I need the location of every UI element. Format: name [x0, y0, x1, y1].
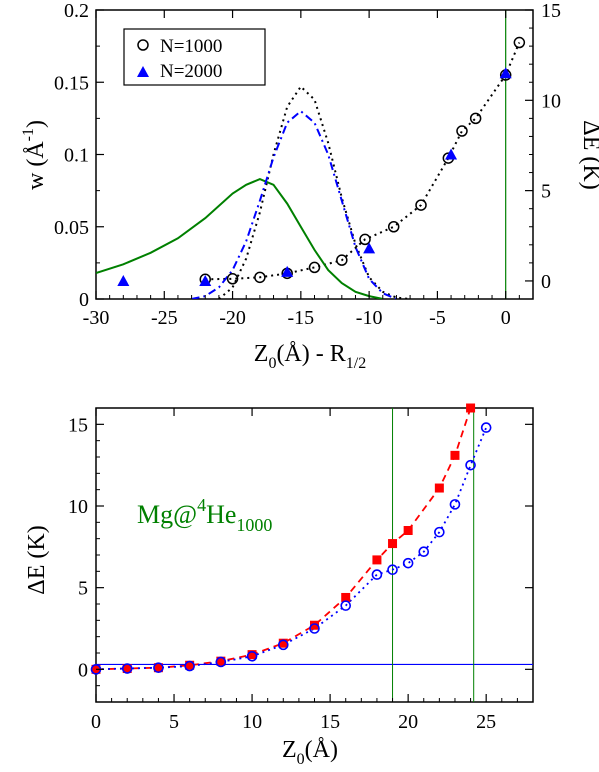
legend: N=1000 N=2000 [123, 28, 266, 86]
n2000-point [363, 242, 376, 254]
bottom-curves [96, 408, 533, 702]
blue-circle-point [434, 526, 445, 538]
top-ticks: -30 -25 -20 -15 -10 -5 0 0 0.05 0.1 0.15 0.2 0 5 10 15 [54, 0, 561, 329]
legend-n1000-label: N=1000 [160, 36, 222, 57]
n1000-point [336, 254, 348, 266]
red-square-point [122, 664, 132, 674]
n1000-point [226, 273, 239, 285]
top-y-left-label: w (Å-1) [20, 120, 49, 190]
n1000-point [513, 36, 526, 49]
n2000-point [199, 274, 212, 286]
legend-n1000-marker [137, 39, 149, 51]
bottom-x-tick-label: 5 [169, 711, 179, 733]
blue-circle-point [418, 546, 430, 558]
top-x-tick-label: -30 [83, 307, 110, 329]
top-x-tick-label: -5 [429, 307, 446, 329]
system-annotation: Mg@4He1000 [137, 495, 272, 535]
blue-circle-point [449, 499, 461, 510]
red-square-point [278, 638, 288, 648]
red-square-point [153, 663, 163, 673]
red-square-point [310, 620, 319, 630]
bottom-y-label: ΔE (K) [24, 525, 50, 594]
top-x-label: Z0(Å) - R1/2 [254, 341, 366, 372]
blue-circle-point [121, 663, 133, 674]
n1000-point [254, 271, 266, 284]
bottom-y-tick-label: 0 [78, 659, 88, 681]
bottom-curve-1 [96, 427, 488, 671]
top-y-right-tick-label: 5 [541, 181, 551, 203]
red-square-point [185, 660, 195, 670]
n2000-point [445, 148, 458, 160]
top-curve-3 [96, 178, 384, 299]
bottom-y-tick-label: 15 [68, 414, 88, 436]
top-curves [96, 10, 521, 299]
bottom-x-tick-label: 10 [242, 711, 262, 733]
blue-circle-point [246, 650, 258, 662]
red-square-point [434, 483, 444, 493]
blue-circle-point [153, 662, 164, 674]
top-y-left-tick-label: 0.2 [64, 0, 89, 22]
bottom-ticks: 0 5 10 15 20 25 0 5 10 15 [68, 407, 534, 733]
red-square-point [450, 450, 460, 460]
bottom-x-tick-label: 20 [398, 711, 418, 733]
top-y-right-tick-label: 0 [541, 271, 551, 293]
top-y-right-tick-label: 10 [541, 90, 561, 112]
top-x-tick-label: -25 [151, 307, 178, 329]
top-marks [117, 36, 526, 286]
bottom-panel: 0 5 10 15 20 25 0 5 10 15 Mg@4He1000 ΔE (K) Z0(Å) [24, 403, 534, 768]
red-square-point [341, 592, 351, 602]
bottom-curve-0 [96, 408, 472, 671]
top-curve-5 [191, 109, 397, 299]
blue-circle-point [465, 459, 476, 471]
blue-circle-point [215, 656, 227, 668]
red-square-point [466, 403, 476, 413]
top-x-tick-label: 0 [501, 307, 511, 329]
red-square-point [216, 656, 226, 666]
n1000-point [456, 125, 468, 137]
n2000-point [499, 67, 512, 79]
red-square-point [388, 539, 398, 549]
top-x-tick-label: -20 [219, 307, 246, 329]
top-y-left-tick-label: 0.1 [64, 145, 89, 167]
bottom-x-tick-label: 15 [320, 711, 340, 733]
n1000-point [469, 112, 482, 125]
top-y-right-tick-label: 15 [541, 0, 561, 22]
blue-circle-point [340, 600, 352, 611]
top-y-left-tick-label: 0.05 [54, 217, 89, 239]
bottom-plot-frame [95, 407, 534, 703]
top-y-left-tick-label: 0.15 [54, 72, 89, 94]
blue-circle-point [387, 564, 398, 576]
legend-n2000-marker [137, 66, 149, 77]
n2000-point [281, 265, 294, 277]
bottom-y-tick-label: 5 [78, 578, 88, 600]
top-curve-4 [218, 85, 411, 299]
bottom-x-tick-label: 0 [91, 711, 101, 733]
red-square-point [247, 650, 257, 660]
n1000-point [415, 199, 427, 211]
legend-n2000-label: N=2000 [160, 61, 222, 82]
n1000-point [359, 233, 371, 246]
blue-circle-point [371, 569, 383, 580]
top-x-tick-label: -10 [356, 307, 383, 329]
bottom-y-tick-label: 10 [68, 496, 88, 518]
blue-circle-point [184, 660, 195, 672]
n2000-point [117, 274, 130, 286]
red-square-point [403, 526, 413, 535]
bottom-x-tick-label: 25 [476, 711, 496, 733]
n1000-point [308, 261, 321, 274]
bottom-marks [90, 403, 492, 675]
red-square-point [372, 555, 382, 565]
top-x-tick-label: -15 [288, 307, 315, 329]
blue-circle-point [277, 639, 289, 651]
top-y-left-tick-label: 0 [79, 289, 89, 311]
top-y-right-label: ΔE (K) [578, 120, 599, 189]
blue-circle-point [480, 422, 492, 433]
n1000-point [387, 221, 400, 233]
bottom-x-label: Z0(Å) [282, 737, 338, 768]
blue-circle-point [309, 623, 320, 634]
blue-circle-point [402, 557, 414, 569]
top-panel: -30 -25 -20 -15 -10 -5 000.050.10.150.2051015 … [20, 0, 599, 372]
